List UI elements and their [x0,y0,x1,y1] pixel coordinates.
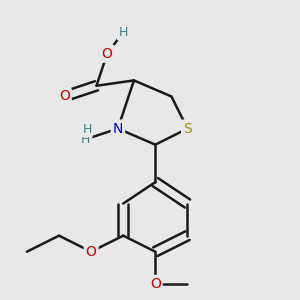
Text: H: H [81,133,90,146]
Text: H: H [118,26,128,39]
Text: N: N [113,122,123,136]
Text: S: S [183,122,192,136]
Text: O: O [86,245,97,259]
Text: O: O [102,46,112,61]
Text: O: O [59,89,70,103]
Text: H: H [82,123,92,136]
Text: O: O [150,277,161,291]
